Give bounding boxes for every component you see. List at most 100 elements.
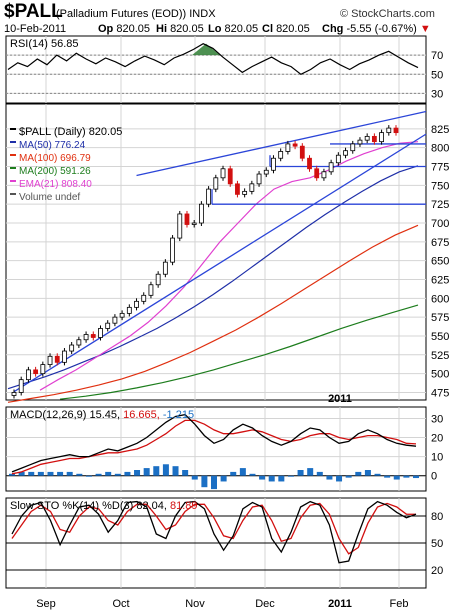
macd-histogram-bar [143, 468, 150, 476]
macd-histogram-bar [182, 470, 189, 476]
x-axis-month-label: Sep [36, 598, 56, 610]
price-candle-body [271, 157, 276, 171]
price-ytick-label: 600 [431, 293, 449, 305]
lo-value: 820.05 [224, 23, 259, 35]
trendline-channel-lower [13, 133, 427, 393]
price-candle-body [184, 213, 190, 225]
price-candle-body [18, 379, 24, 393]
legend-entry: Volume undef [19, 192, 80, 203]
price-ytick-label: 650 [431, 256, 449, 268]
price-candle-body [213, 177, 219, 190]
price-candle-body [76, 339, 82, 346]
price-candle-body [335, 154, 341, 164]
macd-histogram-bar [355, 471, 362, 476]
macd-histogram-bar [278, 475, 285, 482]
price-candle-body [371, 135, 377, 143]
legend-swatch [10, 141, 16, 143]
price-candle-body [83, 334, 89, 341]
x-axis-month-label: Feb [390, 598, 409, 610]
macd-histogram-bar [57, 471, 64, 476]
macd-histogram-bar [153, 466, 160, 476]
macd-histogram-bar [287, 475, 294, 477]
macd-title-part: -1.215 [163, 409, 194, 421]
price-candle-body [90, 334, 96, 338]
price-candle-body [343, 150, 348, 156]
macd-histogram-bar [162, 464, 169, 476]
macd-histogram-bar [268, 475, 275, 482]
macd-histogram-bar [124, 471, 131, 476]
price-ytick-label: 775 [431, 162, 449, 174]
quote-date: 10-Feb-2011 [4, 23, 67, 35]
macd-histogram-bar [239, 468, 246, 476]
macd-histogram-bar [76, 473, 83, 476]
x-axis-month-label: Nov [185, 598, 205, 610]
op-label: Op [98, 23, 114, 35]
legend-swatch [10, 167, 16, 169]
rsi-series-line [7, 43, 419, 76]
x-axis-month-label: Dec [255, 598, 275, 610]
macd-histogram-bar [230, 471, 237, 476]
macd-histogram-bar [336, 475, 343, 482]
sto-ytick-label: 50 [431, 538, 443, 550]
price-candle-body [314, 168, 320, 179]
sto-d-line [11, 502, 417, 555]
macd-histogram-bar [114, 473, 121, 476]
price-panel [5, 103, 427, 401]
x-axis-month-label: 2011 [328, 598, 352, 610]
macd-histogram-bar [297, 470, 304, 476]
trendline-channel-upper [136, 110, 427, 177]
price-candle-body [379, 132, 384, 143]
macd-histogram-bar [191, 475, 198, 480]
price-candle-body [155, 273, 161, 286]
legend-swatch [10, 193, 16, 195]
cl-label: Cl [262, 23, 273, 35]
price-ytick-label: 675 [431, 237, 449, 249]
cl-value: 820.05 [276, 23, 310, 35]
price-candle-body [198, 203, 204, 224]
ma-line-ma100 [7, 224, 419, 403]
price-ytick-label: 700 [431, 218, 449, 230]
price-year-label: 2011 [328, 393, 352, 405]
macd-title-part: MACD(12,26,9) 15.45, [10, 409, 123, 421]
sto-title-part: Slow STO %K(14) %D(3) 82.04, [10, 500, 170, 512]
price-candle-body [285, 143, 291, 152]
macd-histogram-bar [374, 473, 381, 476]
price-candle-body [148, 284, 154, 296]
price-candle-body [26, 369, 31, 381]
price-candle-body [98, 328, 103, 338]
macd-histogram-bar [384, 475, 391, 478]
rsi-ytick-label: 50 [431, 69, 443, 81]
macd-histogram-bar [393, 475, 400, 480]
price-candle-body [256, 173, 262, 185]
price-candle-body [54, 355, 60, 363]
chg-label: Chg [322, 23, 344, 35]
macd-histogram-bar [307, 468, 314, 476]
legend-entry: $PALL (Daily) 820.05 [19, 126, 122, 138]
macd-line [11, 413, 417, 473]
price-candle-body [292, 143, 298, 147]
macd-histogram-bar [316, 471, 323, 476]
price-ytick-label: 750 [431, 180, 449, 192]
macd-title-part: 16.665, [123, 409, 163, 421]
legend-entry: MA(200) 591.26 [19, 166, 91, 177]
rsi-ytick-label: 30 [431, 88, 443, 100]
legend-swatch [10, 128, 16, 130]
price-candle-body [328, 162, 334, 173]
legend-entry: MA(100) 696.79 [19, 153, 91, 164]
macd-histogram-bar [105, 471, 112, 476]
price-ytick-label: 475 [431, 387, 449, 399]
price-candle-body [220, 168, 226, 179]
macd-histogram-bar [95, 473, 102, 476]
price-candle-body [112, 316, 118, 324]
price-candle-body [119, 312, 125, 318]
macd-histogram-bar [345, 475, 352, 478]
macd-histogram-bar [201, 475, 208, 488]
price-candle-body [357, 139, 363, 145]
price-ytick-label: 575 [431, 312, 449, 324]
legend-entry: EMA(21) 808.40 [19, 179, 92, 190]
copyright-label: © StockCharts.com [340, 8, 435, 20]
sto-ytick-label: 80 [431, 511, 443, 523]
price-candle-body [170, 237, 175, 263]
macd-ytick-label: 0 [431, 471, 437, 483]
macd-histogram-bar [66, 471, 73, 476]
